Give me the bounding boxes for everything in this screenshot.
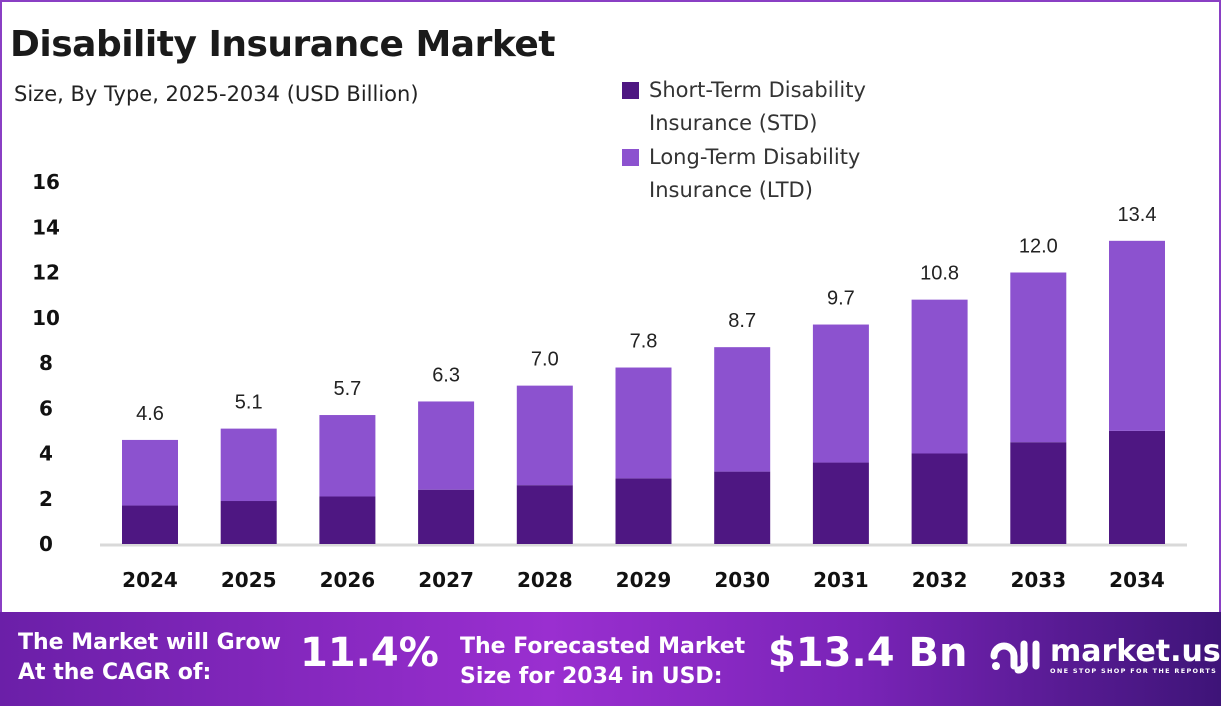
bar-ltd-2030 (714, 347, 771, 472)
data-label-total: 10.8 (920, 263, 959, 285)
bar-ltd-2027 (418, 401, 475, 490)
bar-std-2033 (1010, 442, 1067, 544)
y-tick-label: 8 (39, 351, 53, 375)
bar-ltd-2034 (1109, 240, 1165, 431)
cagr-label: The Market will Grow At the CAGR of: (18, 630, 281, 685)
chart-frame (0, 0, 1221, 612)
y-tick-label: 6 (39, 396, 53, 420)
data-label-total: 5.1 (235, 392, 263, 414)
data-label-total: 6.3 (432, 364, 460, 386)
x-tick-label: 2028 (517, 568, 573, 592)
data-label-total: 4.6 (136, 403, 164, 425)
forecast-label: The Forecasted Market Size for 2034 in US… (460, 634, 746, 689)
data-label-total: 8.7 (728, 310, 756, 332)
bar-ltd-2033 (1010, 272, 1067, 443)
x-tick-label: 2025 (221, 568, 277, 592)
bar-std-2024 (122, 505, 178, 544)
data-label-total: 7.0 (531, 349, 559, 371)
x-tick-label: 2034 (1109, 568, 1165, 592)
x-tick-label: 2032 (912, 568, 968, 592)
legend-swatch-std (622, 82, 639, 99)
data-label-total: 9.7 (827, 288, 855, 310)
x-tick-label: 2027 (418, 568, 474, 592)
bar-std-2026 (319, 496, 376, 544)
legend-item-std: Short-Term Disability Insurance (STD) (622, 74, 899, 140)
x-tick-label: 2029 (616, 568, 672, 592)
x-tick-label: 2024 (122, 568, 178, 592)
bar-std-2027 (418, 489, 475, 544)
bar-std-2028 (516, 485, 573, 544)
bar-ltd-2032 (911, 299, 968, 454)
y-tick-label: 2 (39, 487, 53, 511)
cagr-value: 11.4% (300, 630, 439, 676)
data-label-total: 7.8 (630, 331, 658, 353)
data-label-total: 5.7 (333, 378, 361, 400)
data-label-total: 12.0 (1019, 236, 1058, 258)
bar-ltd-2025 (220, 428, 277, 502)
y-tick-label: 14 (32, 215, 60, 239)
logo-icon (990, 640, 1040, 674)
footer-banner: The Market will Grow At the CAGR of: 11.4… (0, 612, 1221, 706)
data-label-total: 13.4 (1118, 204, 1157, 226)
y-tick-label: 4 (39, 442, 53, 466)
legend-swatch-ltd (622, 149, 639, 166)
bar-ltd-2026 (319, 415, 376, 497)
bar-std-2031 (812, 462, 869, 544)
y-tick-label: 0 (39, 532, 53, 556)
bar-std-2025 (220, 501, 277, 544)
y-tick-label: 10 (32, 306, 60, 330)
x-tick-label: 2031 (813, 568, 869, 592)
bar-ltd-2029 (615, 367, 672, 479)
y-tick-label: 12 (32, 261, 60, 285)
chart-title: Disability Insurance Market (10, 24, 555, 65)
bar-ltd-2024 (122, 439, 178, 506)
chart-subtitle: Size, By Type, 2025-2034 (USD Billion) (14, 82, 419, 106)
bar-std-2030 (714, 471, 771, 544)
x-tick-label: 2026 (320, 568, 376, 592)
bar-std-2034 (1109, 430, 1165, 544)
y-tick-label: 16 (32, 170, 60, 194)
bar-std-2029 (615, 478, 672, 544)
legend-item-ltd: Long-Term Disability Insurance (LTD) (622, 141, 899, 207)
bar-ltd-2031 (812, 324, 869, 463)
bar-std-2032 (911, 453, 968, 544)
x-tick-label: 2030 (714, 568, 770, 592)
bar-ltd-2028 (516, 385, 573, 486)
forecast-value: $13.4 Bn (768, 630, 968, 676)
market-us-logo: market.us ONE STOP SHOP FOR THE REPORTS (990, 636, 1221, 676)
bar-chart: 0 2 4 6 8 10 12 14 16 4.6 2024 5.1 2025 5.7 2026 6.3 202… (32, 170, 1187, 592)
legend: Short-Term Disability Insurance (STD) Lo… (622, 74, 899, 208)
x-tick-label: 2033 (1010, 568, 1066, 592)
